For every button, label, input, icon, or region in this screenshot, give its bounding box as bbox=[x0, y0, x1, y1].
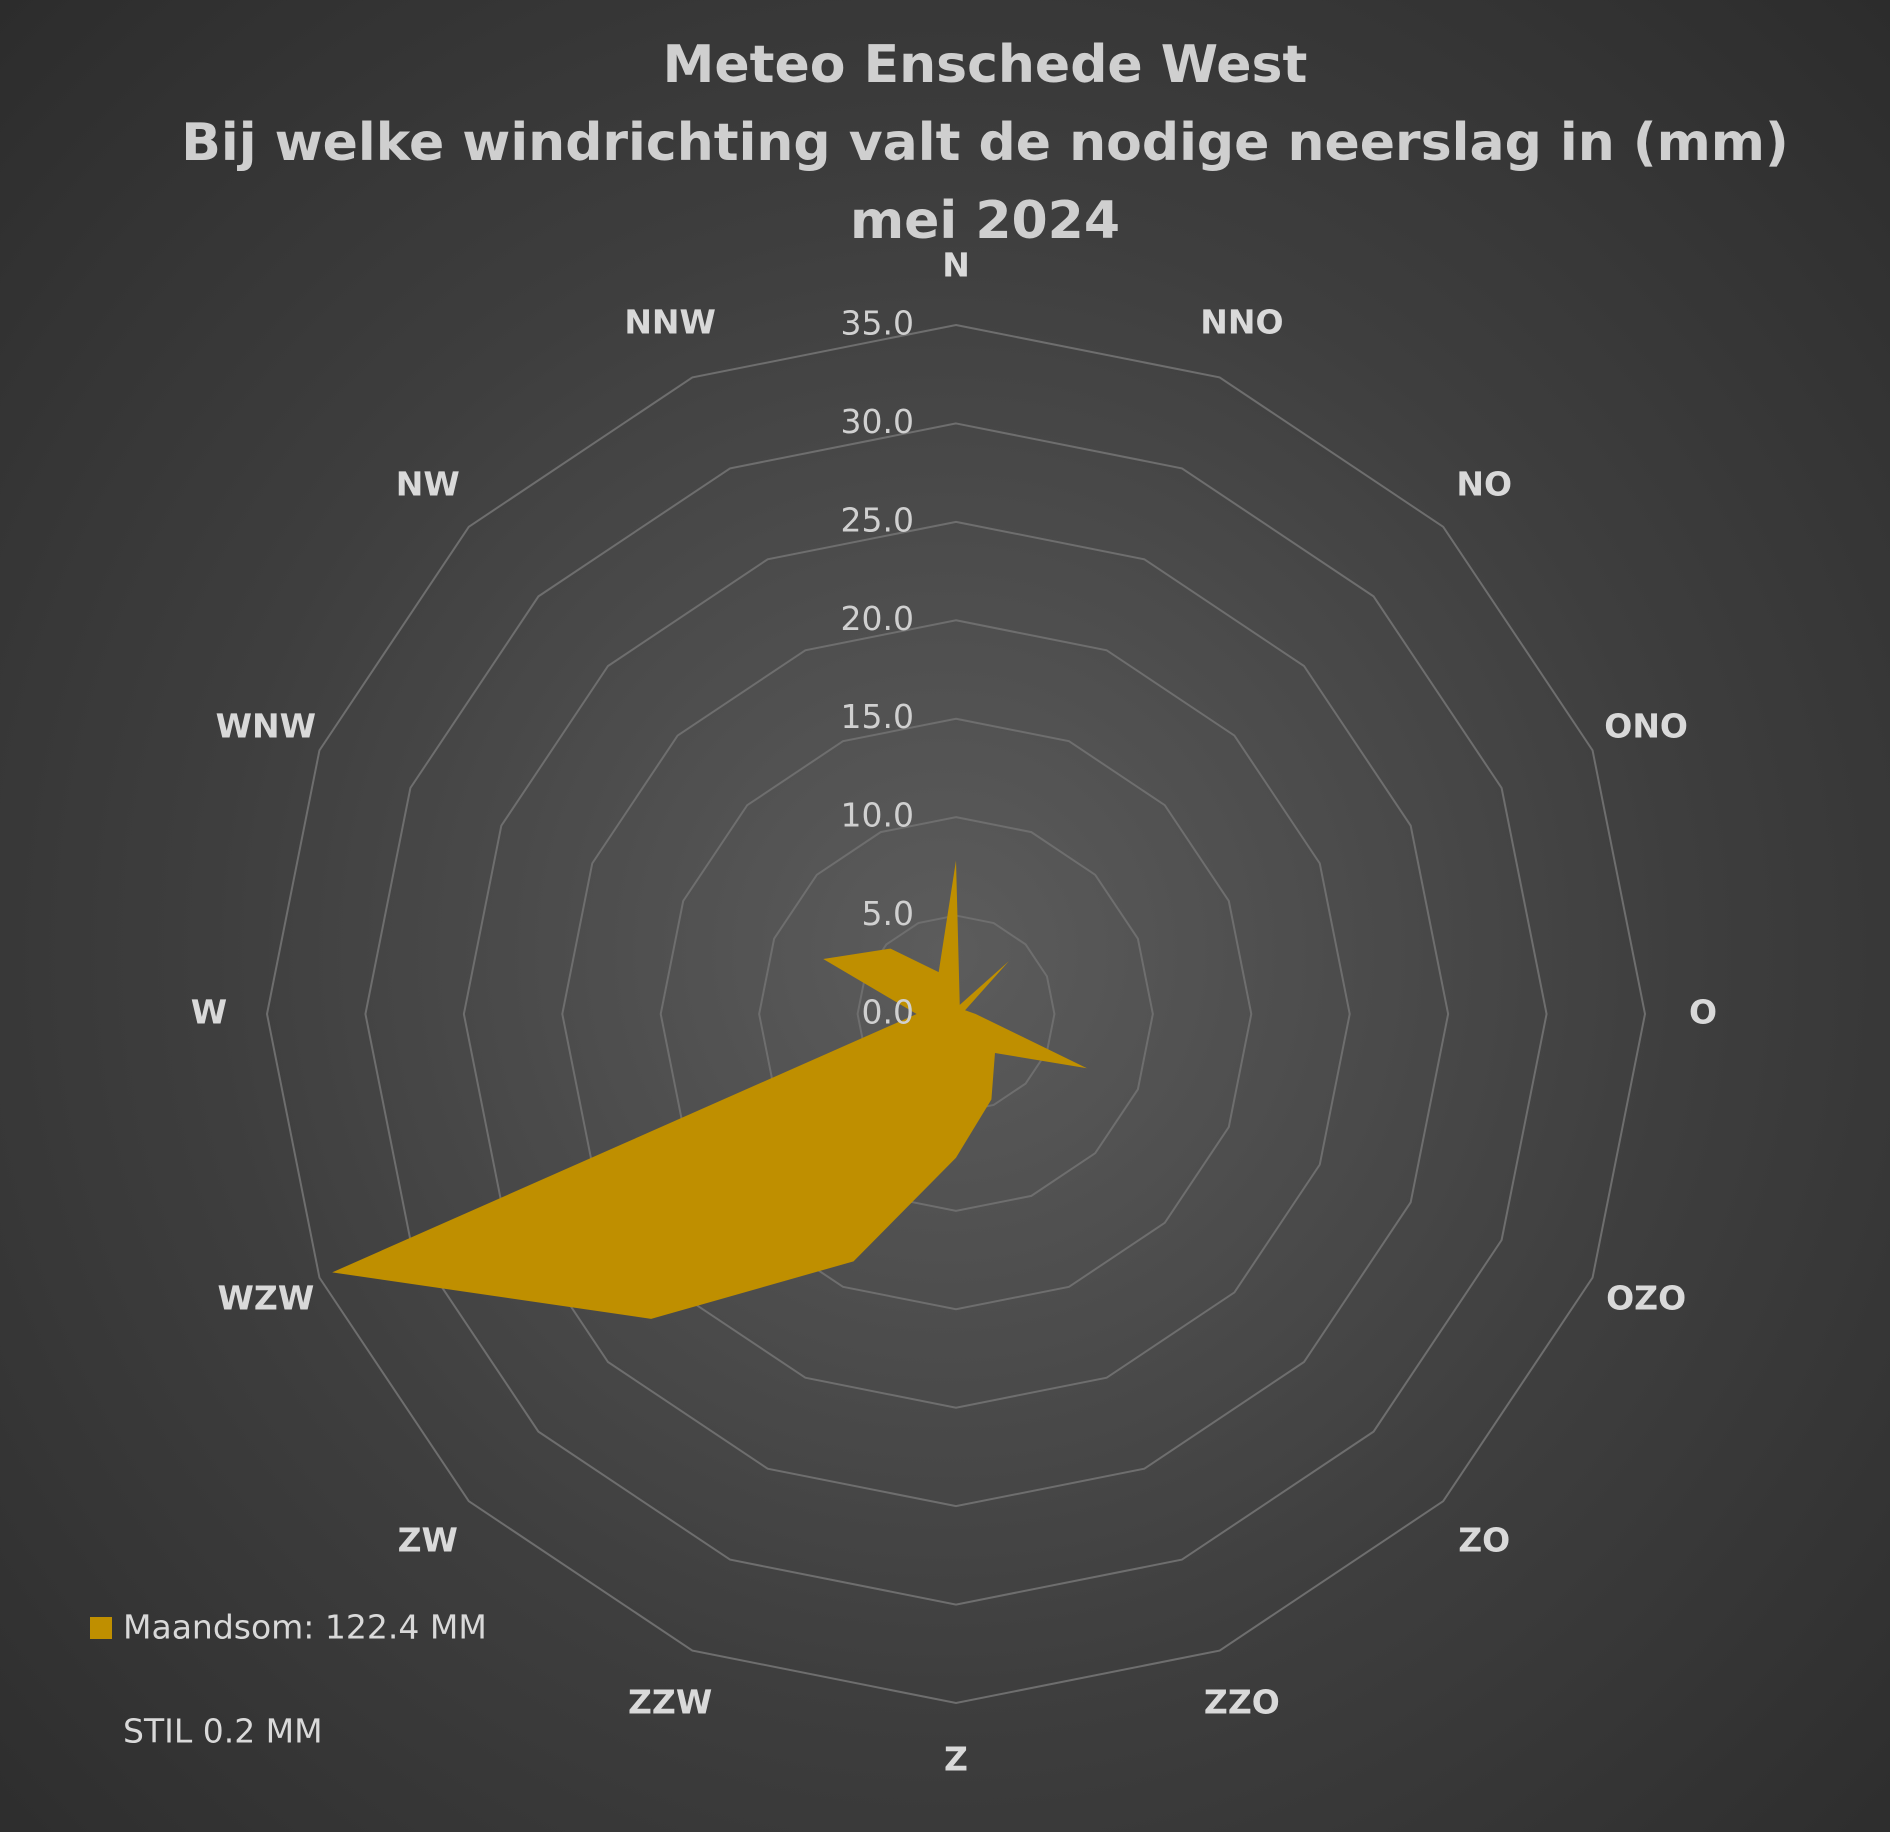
category-label: O bbox=[1689, 993, 1717, 1032]
category-label: OZO bbox=[1606, 1278, 1686, 1317]
chart-title: Meteo Enschede West bbox=[663, 35, 1308, 95]
category-label: NNO bbox=[1200, 302, 1283, 341]
grid-ring bbox=[659, 717, 1253, 1311]
chart-title: Bij welke windrichting valt de nodige ne… bbox=[181, 113, 1789, 173]
r-tick-label: 20.0 bbox=[841, 599, 914, 638]
category-label: WNW bbox=[216, 707, 316, 746]
category-label: ZW bbox=[398, 1521, 458, 1560]
category-label: ZO bbox=[1458, 1521, 1510, 1560]
category-label: WZW bbox=[217, 1278, 314, 1317]
category-label: N bbox=[942, 246, 970, 285]
grid-ring bbox=[364, 422, 1548, 1606]
legend-swatch bbox=[90, 1617, 112, 1639]
grid-ring bbox=[561, 619, 1351, 1409]
category-label: ZZO bbox=[1204, 1683, 1280, 1722]
grid-ring bbox=[758, 816, 1154, 1212]
category-label: ONO bbox=[1604, 707, 1688, 746]
category-label: ZZW bbox=[628, 1683, 712, 1722]
r-tick-label: 0.0 bbox=[862, 993, 914, 1032]
category-label: NNW bbox=[624, 302, 716, 341]
legend-label: Maandsom: 122.4 MM bbox=[123, 1608, 487, 1647]
r-tick-label: 30.0 bbox=[841, 402, 914, 441]
category-label: NO bbox=[1456, 464, 1512, 503]
chart-title: mei 2024 bbox=[850, 191, 1120, 251]
category-label: NW bbox=[396, 464, 460, 503]
r-tick-label: 25.0 bbox=[841, 500, 914, 539]
grid-ring bbox=[462, 520, 1450, 1508]
radar-area bbox=[332, 860, 1087, 1319]
r-tick-label: 15.0 bbox=[841, 697, 914, 736]
r-tick-label: 10.0 bbox=[841, 796, 914, 835]
grid-ring bbox=[265, 323, 1647, 1705]
category-label: W bbox=[191, 993, 227, 1032]
category-label: Z bbox=[944, 1740, 968, 1779]
r-tick-label: 35.0 bbox=[841, 304, 914, 343]
annotation: STIL 0.2 MM bbox=[123, 1712, 323, 1751]
r-tick-label: 5.0 bbox=[862, 894, 914, 933]
